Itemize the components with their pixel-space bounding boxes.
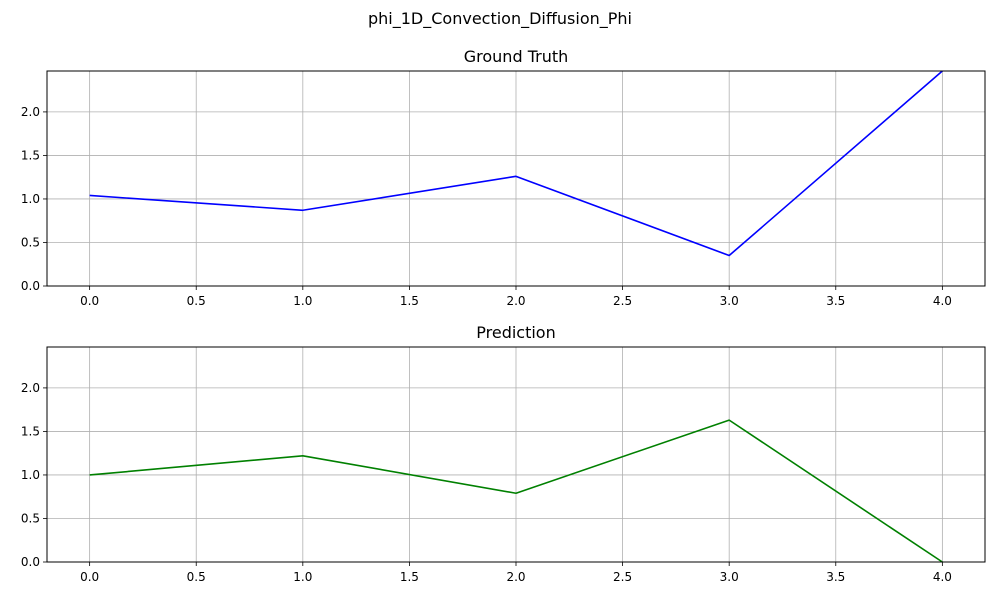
prediction-xtick-label: 1.5 (400, 570, 419, 584)
prediction-xtick-label: 0.0 (80, 570, 99, 584)
ground-truth-xtick-label: 1.5 (400, 294, 419, 308)
prediction-ytick-label: 0.5 (21, 511, 40, 525)
ground-truth-xtick-label: 2.0 (506, 294, 525, 308)
prediction-xtick-label: 3.0 (720, 570, 739, 584)
ground-truth-xtick-label: 0.0 (80, 294, 99, 308)
ground-truth-series-line (89, 70, 943, 257)
prediction-subplot: 0.0 0.5 1.0 1.5 2.0 2.5 3.0 3.5 4.0 0.0 0.5 1.0 1.5 2… (21, 323, 986, 584)
prediction-ytick-label: 0.0 (21, 555, 40, 569)
prediction-ytick-label: 1.0 (21, 468, 40, 482)
ground-truth-xtick-label: 0.5 (187, 294, 206, 308)
prediction-xtick-label: 0.5 (187, 570, 206, 584)
prediction-xtick-label: 4.0 (933, 570, 952, 584)
ground-truth-ytick-label: 1.0 (21, 192, 40, 206)
prediction-series-line (89, 419, 943, 563)
prediction-title: Prediction (476, 323, 555, 342)
ground-truth-title: Ground Truth (464, 47, 569, 66)
ground-truth-xtick-label: 3.0 (720, 294, 739, 308)
ground-truth-xtick-label: 4.0 (933, 294, 952, 308)
prediction-xtick-label: 2.0 (506, 570, 525, 584)
ground-truth-xtick-label: 2.5 (613, 294, 632, 308)
ground-truth-ytick-label: 1.5 (21, 148, 40, 162)
prediction-ytick-label: 1.5 (21, 424, 40, 438)
ground-truth-xtick-label: 1.0 (293, 294, 312, 308)
prediction-xtick-label: 3.5 (826, 570, 845, 584)
ground-truth-ytick-label: 0.5 (21, 235, 40, 249)
prediction-xtick-label: 1.0 (293, 570, 312, 584)
ground-truth-xtick-label: 3.5 (826, 294, 845, 308)
ground-truth-ytick-label: 2.0 (21, 105, 40, 119)
ground-truth-ytick-label: 0.0 (21, 279, 40, 293)
prediction-ytick-label: 2.0 (21, 381, 40, 395)
prediction-xtick-label: 2.5 (613, 570, 632, 584)
ground-truth-subplot: 0.0 0.5 1.0 1.5 2.0 2.5 3.0 3.5 4.0 0.0 0.5 1.0 1.5 2… (21, 47, 986, 308)
figure-suptitle: phi_1D_Convection_Diffusion_Phi (368, 9, 632, 28)
